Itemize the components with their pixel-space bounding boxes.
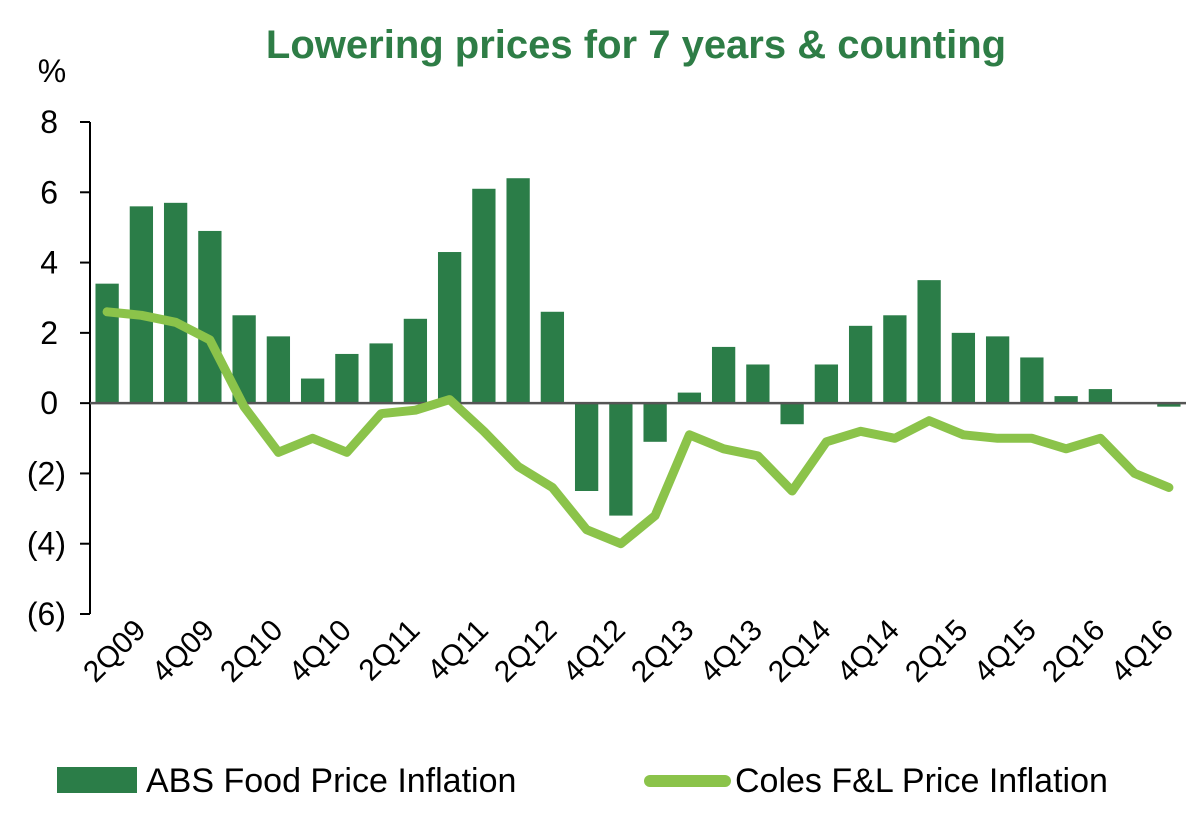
- bar-3Q14: [848, 325, 873, 404]
- bar-2Q11: [403, 318, 428, 404]
- bar-3Q13: [711, 346, 736, 404]
- bar-3Q12: [574, 403, 599, 491]
- bar-4Q16: [1157, 403, 1181, 407]
- y-tick-label: 6: [40, 174, 58, 210]
- y-tick-label: 8: [40, 104, 58, 140]
- x-tick-label: 2Q16: [1036, 614, 1111, 689]
- bar-1Q15: [917, 280, 941, 404]
- y-tick-label: (2): [27, 455, 66, 491]
- x-tick-label: 4Q15: [968, 614, 1043, 689]
- x-tick-label: 4Q14: [831, 614, 906, 689]
- x-tick-label: 2Q10: [214, 614, 289, 689]
- y-tick-label: (4): [27, 526, 66, 562]
- legend-item-abs[interactable]: ABS Food Price Inflation: [57, 762, 516, 800]
- bar-4Q11: [472, 188, 496, 404]
- x-tick-label: 4Q12: [557, 614, 632, 689]
- x-tick-label: 4Q13: [694, 614, 769, 689]
- bar-4Q10: [335, 353, 359, 404]
- y-tick-label: 4: [40, 245, 58, 281]
- coles-line: [102, 307, 1174, 549]
- legend-item-coles[interactable]: Coles F&L Price Inflation: [644, 762, 1108, 800]
- x-tick-label: 2Q12: [488, 614, 563, 689]
- bar-series-abs-food-price-inflation: [95, 178, 1181, 516]
- bar-1Q11: [369, 343, 393, 404]
- bar-4Q14: [883, 315, 907, 404]
- bar-1Q10: [232, 315, 256, 404]
- legend-label-abs: ABS Food Price Inflation: [146, 762, 516, 800]
- bar-1Q13: [643, 403, 667, 442]
- y-tick-label: 0: [40, 385, 58, 421]
- y-axis: 8 6 4 2 0 (2) (4) (6): [27, 104, 91, 632]
- y-tick-label: 2: [40, 315, 58, 351]
- bar-2Q12: [540, 311, 565, 404]
- x-tick-label: 4Q16: [1105, 614, 1180, 689]
- x-tick-label: 4Q09: [146, 614, 221, 689]
- y-axis-unit-label: %: [38, 53, 66, 89]
- bar-4Q09: [198, 230, 222, 404]
- x-tick-label: 2Q11: [353, 614, 427, 688]
- bar-1Q14: [780, 403, 804, 425]
- line-series-coles-price-inflation: [102, 307, 1174, 549]
- bar-2Q10: [266, 336, 291, 404]
- bar-3Q15: [985, 336, 1010, 404]
- bar-2Q14: [814, 364, 839, 404]
- bar-4Q12: [609, 403, 633, 516]
- bar-1Q12: [506, 178, 530, 404]
- x-tick-label: 2Q15: [899, 614, 974, 689]
- bar-3Q11: [437, 252, 462, 404]
- legend: ABS Food Price Inflation Coles F&L Price…: [57, 762, 1108, 800]
- bar-2Q15: [951, 332, 976, 404]
- y-tick-label: (6): [27, 596, 66, 632]
- bar-4Q13: [746, 364, 770, 404]
- x-tick-label: 4Q10: [283, 614, 358, 689]
- chart-title: Lowering prices for 7 years & counting: [266, 23, 1006, 67]
- x-tick-label: 2Q13: [625, 614, 700, 689]
- x-axis: 2Q094Q092Q104Q102Q114Q112Q124Q122Q134Q13…: [77, 614, 1180, 689]
- bar-4Q15: [1020, 357, 1044, 404]
- legend-swatch-bar: [57, 767, 137, 793]
- x-tick-label: 2Q09: [77, 614, 152, 689]
- legend-label-coles: Coles F&L Price Inflation: [735, 762, 1108, 800]
- bar-1Q09: [95, 283, 119, 404]
- bar-2Q09: [129, 206, 154, 404]
- bar-2Q16: [1088, 389, 1113, 404]
- bar-2Q13: [677, 392, 702, 404]
- x-tick-label: 4Q11: [421, 614, 495, 688]
- bar-3Q10: [300, 378, 325, 404]
- bar-1Q16: [1054, 396, 1078, 404]
- bar-3Q09: [163, 202, 188, 404]
- x-tick-label: 2Q14: [762, 614, 837, 689]
